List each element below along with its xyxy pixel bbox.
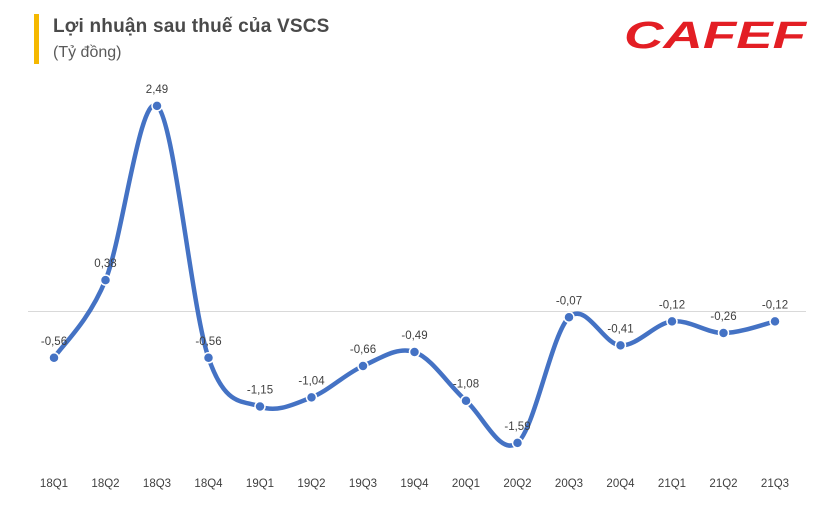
- x-tick-label: 18Q2: [91, 478, 119, 490]
- x-tick-label: 21Q1: [658, 478, 686, 490]
- chart-title: Lợi nhuận sau thuế của VSCS: [53, 16, 330, 37]
- data-label: -1,15: [247, 384, 273, 396]
- x-tick-label: 19Q3: [349, 478, 377, 490]
- data-label: -1,08: [453, 379, 479, 391]
- data-point: [408, 346, 421, 358]
- data-point: [666, 315, 678, 328]
- data-point: [563, 311, 575, 324]
- data-point: [151, 100, 163, 112]
- x-tick-label: 20Q4: [606, 478, 635, 490]
- x-tick-label: 19Q2: [297, 478, 325, 490]
- data-point: [202, 352, 215, 364]
- data-point: [717, 327, 730, 339]
- data-label: -0,49: [401, 330, 427, 342]
- data-label: 0,38: [94, 258, 116, 270]
- cafef-logo-text: CAFEF: [624, 15, 808, 56]
- data-point: [614, 339, 627, 352]
- data-point: [769, 315, 781, 328]
- x-tick-label: 19Q1: [246, 478, 274, 490]
- data-point: [305, 391, 318, 404]
- data-label: -0,56: [195, 336, 221, 348]
- cafef-logo: CAFEF: [624, 12, 808, 56]
- data-label: 2,49: [146, 84, 168, 96]
- data-label: -1,59: [504, 421, 530, 433]
- data-label: -0,26: [710, 311, 736, 323]
- chart-unit-label: (Tỷ đồng): [53, 44, 122, 61]
- title-accent-bar: [34, 14, 39, 64]
- data-label: -0,66: [350, 344, 376, 356]
- data-point: [48, 352, 60, 364]
- x-tick-label: 21Q3: [761, 478, 789, 490]
- data-point: [99, 274, 112, 286]
- data-label: -0,41: [607, 323, 633, 335]
- x-tick-label: 18Q3: [143, 478, 171, 490]
- data-label: -0,12: [659, 299, 685, 311]
- x-tick-label: 20Q1: [452, 478, 480, 490]
- data-point: [460, 394, 472, 407]
- x-tick-label: 18Q4: [194, 478, 223, 490]
- x-tick-label: 20Q2: [503, 478, 531, 490]
- data-label: -1,04: [298, 375, 325, 387]
- x-tick-label: 19Q4: [400, 478, 429, 490]
- data-point: [357, 360, 369, 372]
- data-label: -0,56: [41, 336, 67, 348]
- data-label: -0,07: [556, 295, 582, 307]
- x-tick-label: 18Q1: [40, 478, 68, 490]
- data-label: -0,12: [762, 299, 788, 311]
- x-tick-label: 20Q3: [555, 478, 583, 490]
- series-line: [51, 103, 778, 448]
- data-point: [254, 400, 266, 413]
- x-tick-label: 21Q2: [709, 478, 737, 490]
- data-point: [511, 437, 524, 449]
